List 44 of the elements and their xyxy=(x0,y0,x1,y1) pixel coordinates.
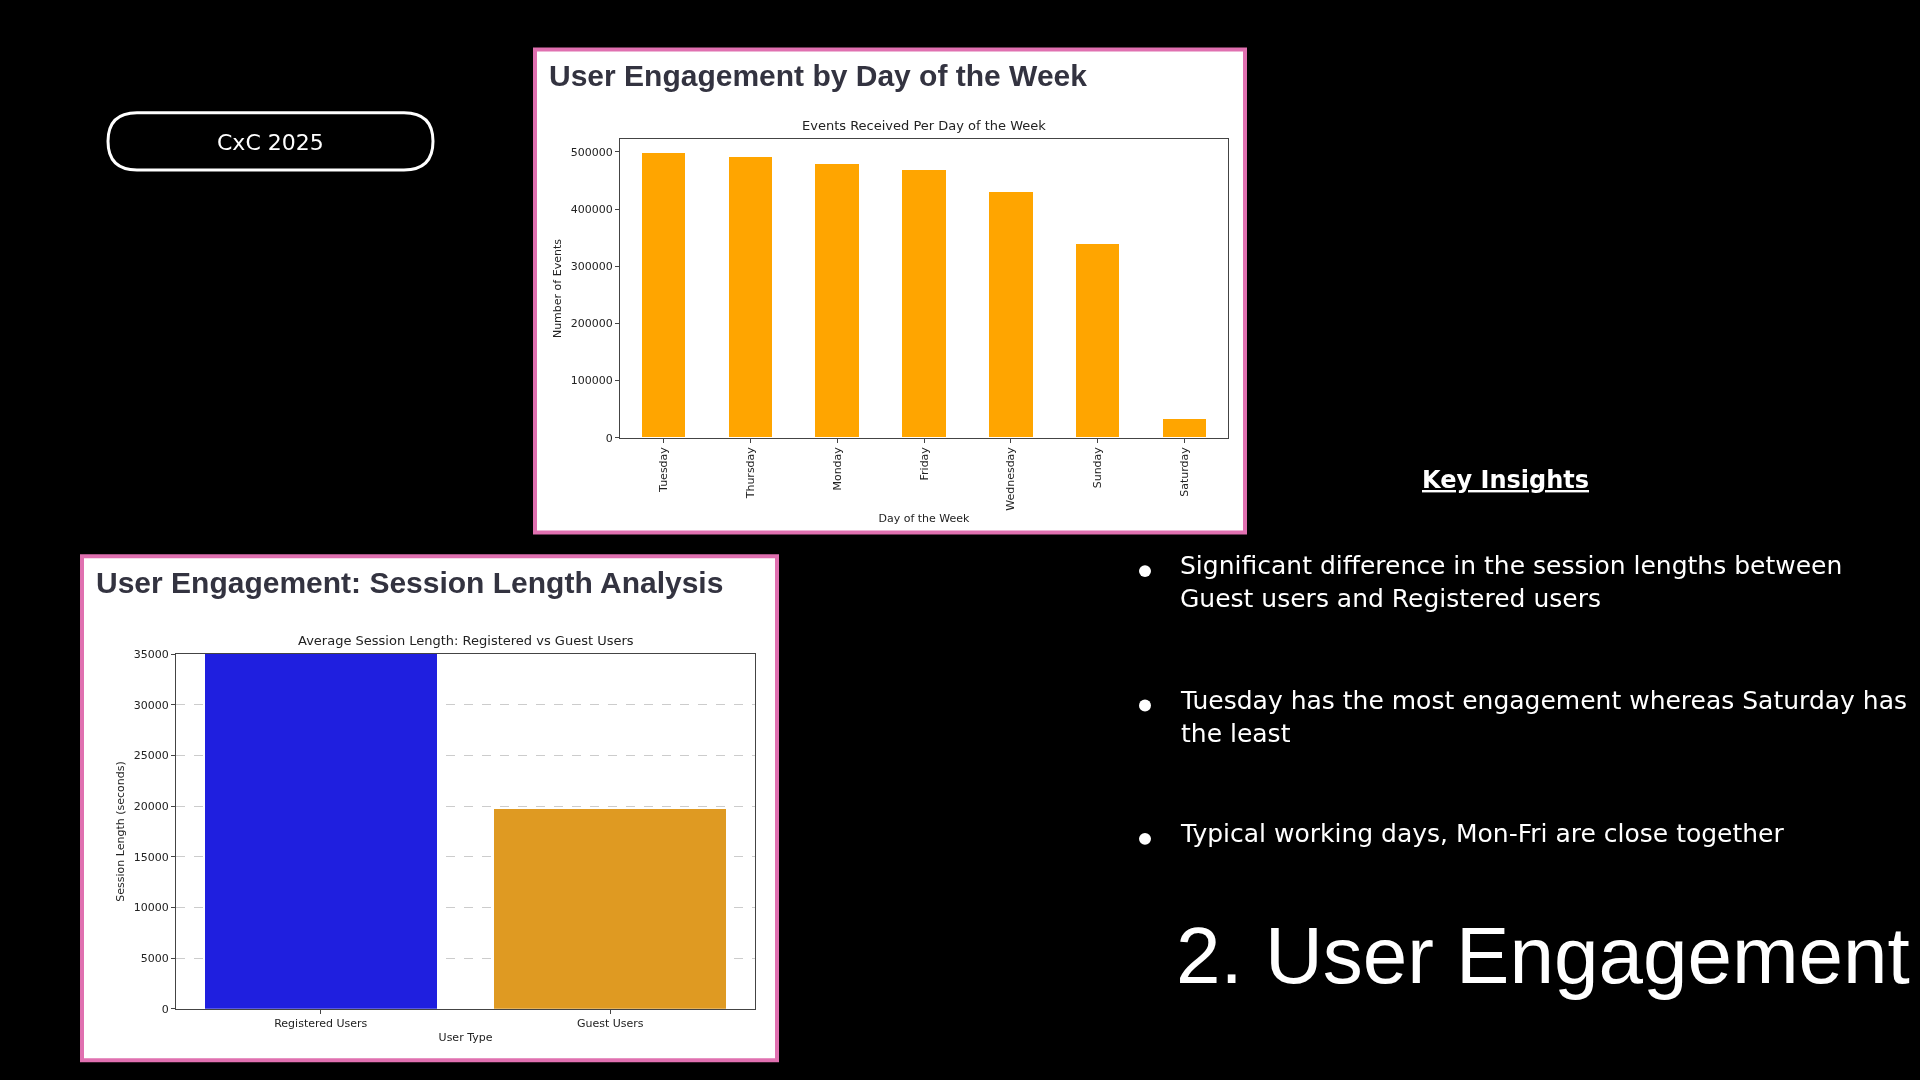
bar xyxy=(729,157,772,438)
y-axis-title: Session Length (seconds) xyxy=(114,761,128,902)
text: Significant difference in the session lengths between Guest users and Registered users xyxy=(1180,551,1843,613)
text: Typical working days, Mon-Fri are close together xyxy=(1180,819,1785,848)
bar xyxy=(1076,244,1119,438)
y-tick-label: 25000 xyxy=(133,749,169,763)
text: Key Insights xyxy=(1422,466,1590,494)
bar xyxy=(815,164,859,438)
y-tick-label: 0 xyxy=(161,1002,169,1016)
y-tick-label: 100000 xyxy=(570,374,613,388)
x-tick-label: Registered Users xyxy=(274,1016,368,1030)
x-axis-title: User Type xyxy=(438,1031,493,1045)
x-tick-label: Wednesday xyxy=(1004,446,1018,511)
x-tick-label: Sunday xyxy=(1091,446,1105,489)
chart-title: User Engagement: Session Length Analysis xyxy=(96,566,724,599)
y-tick-label: 0 xyxy=(605,431,613,445)
y-tick-label: 30000 xyxy=(133,698,169,712)
y-tick-label: 35000 xyxy=(133,647,169,661)
y-tick-label: 20000 xyxy=(133,799,169,813)
x-axis-title: Day of the Week xyxy=(878,512,971,526)
chart-title: User Engagement by Day of the Week xyxy=(549,59,1088,92)
y-tick-label: 5000 xyxy=(140,951,169,965)
chart-subtitle: Average Session Length: Registered vs Guest Users xyxy=(298,633,634,648)
x-tick-label: Guest Users xyxy=(576,1016,644,1030)
y-tick-label: 10000 xyxy=(133,901,169,915)
bar xyxy=(989,192,1033,438)
y-tick-label: 400000 xyxy=(570,202,613,216)
y-tick-label: 15000 xyxy=(133,850,169,864)
bar xyxy=(1163,419,1206,438)
x-tick-label: Thursday xyxy=(743,446,757,500)
text: Tuesday has the most engagement whereas Saturday has the least xyxy=(1180,686,1908,748)
x-tick-label: Monday xyxy=(830,446,844,491)
x-tick-label: Friday xyxy=(917,446,931,481)
y-axis-title: Number of Events xyxy=(551,238,565,339)
bar xyxy=(902,170,946,438)
bar xyxy=(642,153,685,438)
x-tick-label: Saturday xyxy=(1178,446,1192,497)
chart-subtitle: Events Received Per Day of the Week xyxy=(802,118,1047,133)
text: CxC 2025 xyxy=(217,130,324,155)
y-tick-label: 300000 xyxy=(570,260,613,274)
text: 2. User Engagement xyxy=(1176,911,1910,1000)
x-tick-label: Tuesday xyxy=(657,446,671,493)
y-tick-label: 200000 xyxy=(570,317,613,331)
y-tick-label: 500000 xyxy=(570,145,613,159)
